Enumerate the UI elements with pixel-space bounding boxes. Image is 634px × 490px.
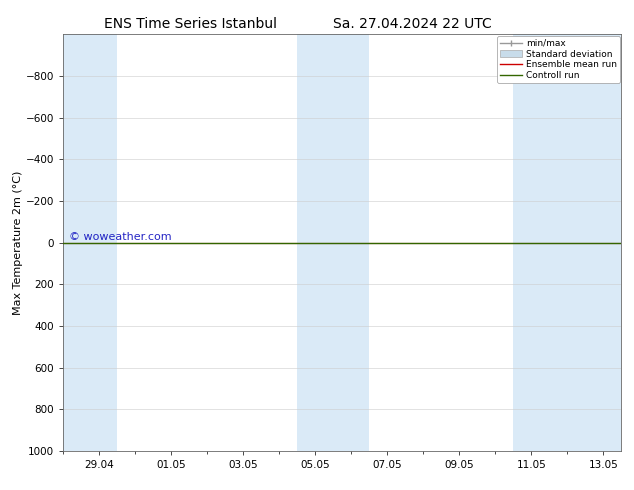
Bar [63, 34, 117, 451]
Y-axis label: Max Temperature 2m (°C): Max Temperature 2m (°C) [13, 171, 23, 315]
Bar [514, 34, 621, 451]
Text: Sa. 27.04.2024 22 UTC: Sa. 27.04.2024 22 UTC [333, 17, 491, 31]
Text: ENS Time Series Istanbul: ENS Time Series Istanbul [104, 17, 276, 31]
Bar [297, 34, 370, 451]
Text: © woweather.com: © woweather.com [69, 232, 172, 243]
Legend: min/max, Standard deviation, Ensemble mean run, Controll run: min/max, Standard deviation, Ensemble me… [497, 36, 619, 83]
